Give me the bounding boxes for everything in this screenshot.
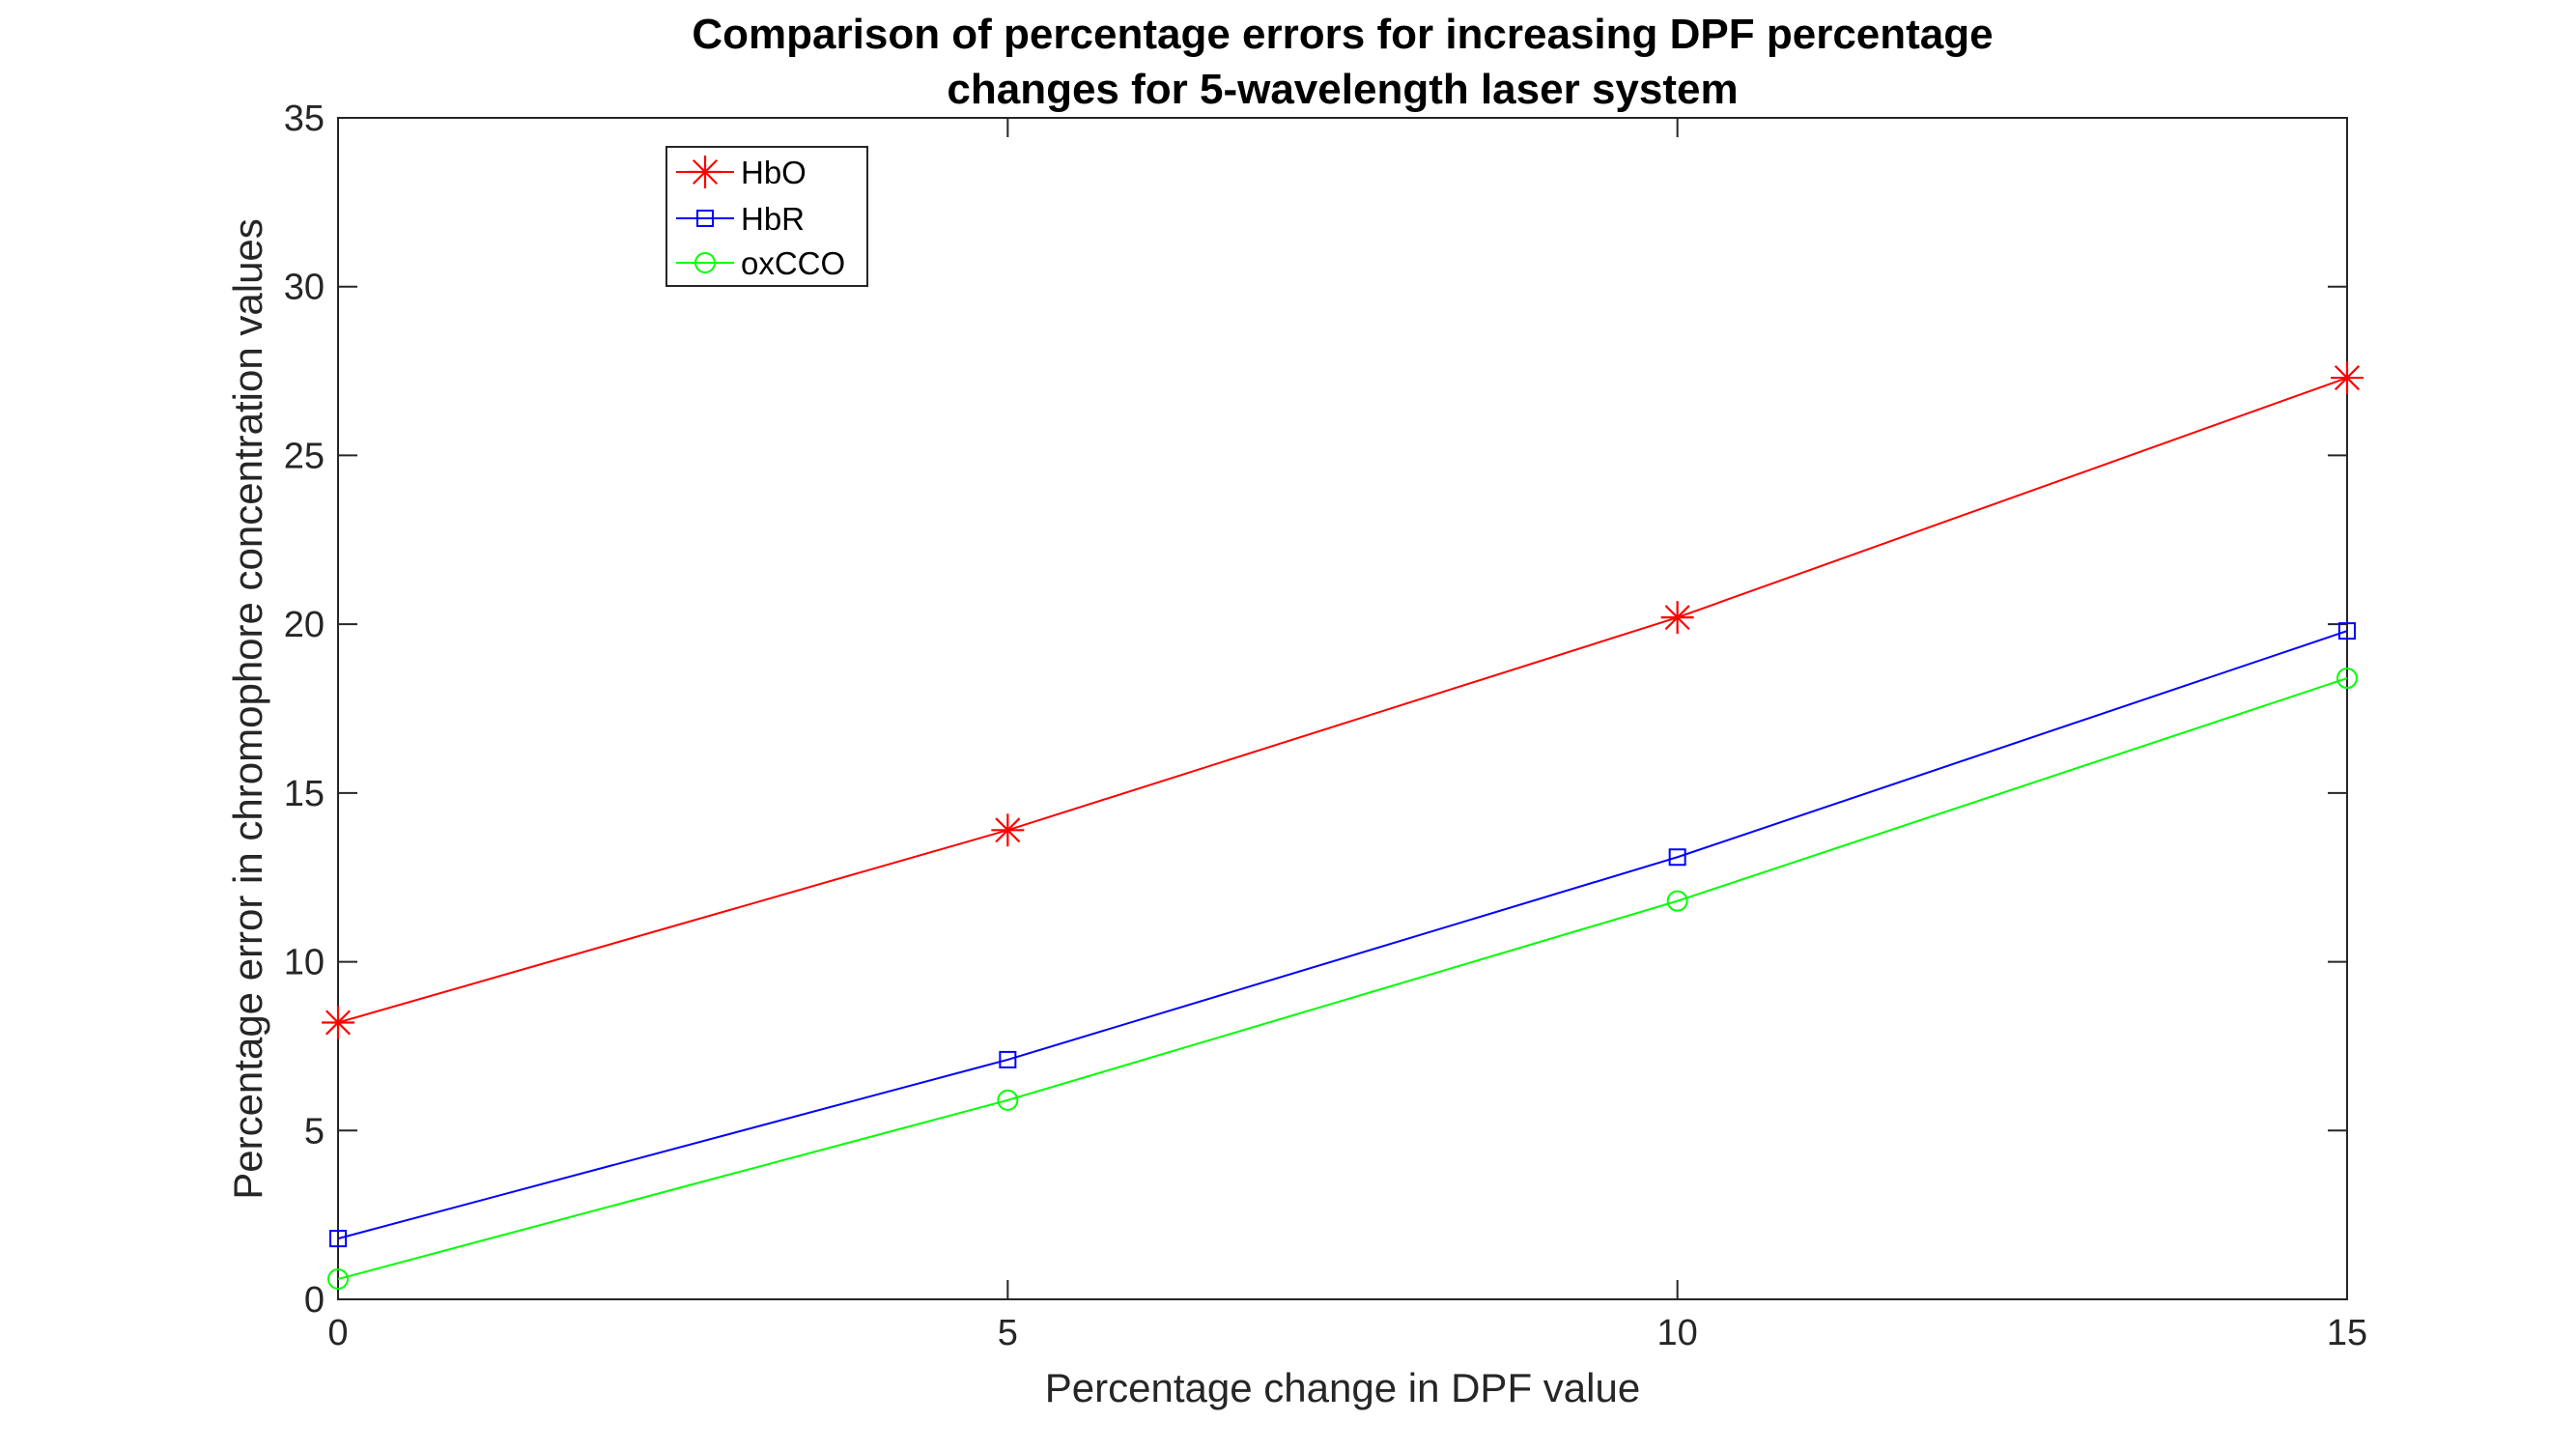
y-tick-label: 5	[304, 1111, 325, 1152]
square-shape	[2338, 622, 2356, 640]
y-tick-labels: 0 5 10 15 20 25 30 35	[284, 99, 325, 1321]
chart-title-line-1: Comparison of percentage errors for incr…	[692, 11, 1993, 58]
data-point-hbo	[2331, 361, 2364, 395]
legend-item-oxcco: oxCCO	[676, 245, 845, 281]
legend-item-hbo: HbO	[676, 155, 807, 190]
axes-frame	[337, 117, 2348, 1300]
legend-label-oxcco: oxCCO	[741, 245, 845, 281]
legend-marker-oxcco	[694, 252, 716, 273]
y-axis-label: Percentage error in chromophore concentr…	[225, 218, 270, 1200]
circle-shape	[327, 1268, 349, 1291]
data-point-oxcco	[1666, 890, 1688, 912]
plot-area	[322, 117, 2364, 1300]
series-line-oxcco	[337, 677, 2348, 1281]
y-tick-label: 30	[284, 268, 325, 308]
asterisk-stroke	[2334, 365, 2361, 391]
legend-marker-hbo	[689, 156, 722, 188]
series-hbr	[329, 622, 2356, 1248]
tick-marks	[337, 117, 2348, 1300]
circle-shape	[2336, 668, 2358, 690]
series-line-hbo	[337, 377, 2348, 1024]
series-oxcco	[327, 668, 2358, 1291]
chart-title-line-2: changes for 5-wavelength laser system	[947, 66, 1738, 113]
asterisk-stroke	[692, 158, 719, 185]
y-tick-label: 15	[284, 774, 325, 814]
data-point-hbo	[991, 813, 1025, 847]
data-point-hbr	[329, 1230, 347, 1248]
series-line-hbr	[337, 630, 2348, 1240]
y-tick-label: 25	[284, 436, 325, 476]
data-point-oxcco	[997, 1089, 1019, 1111]
x-tick-label: 5	[998, 1313, 1018, 1353]
x-tick-labels: 0 5 10 15	[327, 1313, 2367, 1353]
circle-shape	[694, 252, 716, 273]
series-hbo	[322, 361, 2364, 1039]
x-tick-label: 10	[1657, 1313, 1698, 1353]
data-point-oxcco	[327, 1268, 349, 1291]
y-tick-label: 10	[284, 943, 325, 983]
legend-label-hbr: HbR	[741, 201, 805, 237]
circle-shape	[997, 1089, 1019, 1111]
x-axis-label: Percentage change in DPF value	[1045, 1365, 1640, 1410]
square-shape	[329, 1230, 347, 1248]
data-point-oxcco	[2336, 668, 2358, 690]
data-point-hbr	[1668, 848, 1686, 867]
legend-marker-hbr	[696, 210, 714, 227]
square-shape	[696, 210, 714, 227]
x-tick-label: 0	[327, 1313, 348, 1353]
asterisk-stroke	[995, 817, 1021, 843]
legend: HbO HbR oxCCO	[665, 146, 868, 287]
y-tick-label: 20	[284, 605, 325, 645]
square-shape	[999, 1050, 1017, 1068]
series-layer	[322, 361, 2364, 1291]
data-point-hbr	[999, 1050, 1017, 1068]
x-tick-label: 15	[2327, 1313, 2367, 1353]
data-point-hbo	[1660, 601, 1694, 635]
circle-shape	[1666, 890, 1688, 912]
square-shape	[1668, 848, 1686, 867]
legend-label-hbo: HbO	[741, 155, 807, 190]
y-tick-label: 0	[304, 1280, 325, 1321]
legend-items: HbO HbR oxCCO	[676, 155, 845, 281]
asterisk-stroke	[325, 1010, 352, 1036]
data-point-hbo	[322, 1006, 354, 1039]
y-tick-label: 35	[284, 99, 325, 139]
legend-item-hbr: HbR	[676, 201, 805, 237]
asterisk-stroke	[1664, 605, 1690, 631]
data-point-hbr	[2338, 622, 2356, 640]
chart-title: Comparison of percentage errors for incr…	[692, 11, 1993, 113]
